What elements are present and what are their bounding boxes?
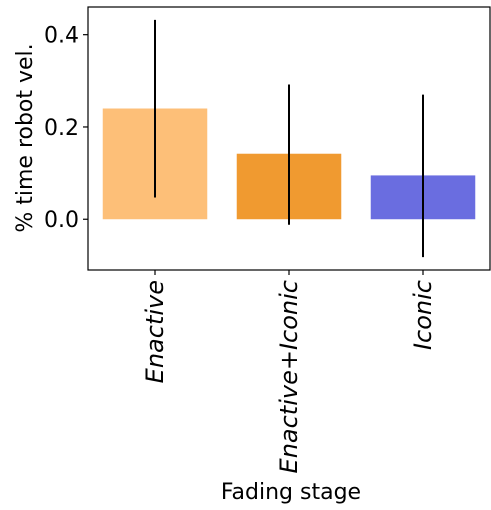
x-tick-label: Enactive xyxy=(141,280,169,383)
y-tick-label: 0.0 xyxy=(44,208,79,233)
error-bars-layer xyxy=(154,19,424,258)
y-axis-ticks: 0.0 0.2 0.4 xyxy=(44,24,88,233)
y-tick-label: 0.4 xyxy=(44,24,79,49)
x-tick-label: Iconic xyxy=(409,280,437,350)
y-tick-label: 0.2 xyxy=(44,116,79,141)
x-tick-label: Enactive+Iconic xyxy=(275,280,303,473)
y-axis-title: % time robot vel. xyxy=(13,43,38,232)
x-axis-title: Fading stage xyxy=(221,480,361,505)
x-axis-ticks: Enactive Enactive+Iconic Iconic xyxy=(141,270,437,473)
